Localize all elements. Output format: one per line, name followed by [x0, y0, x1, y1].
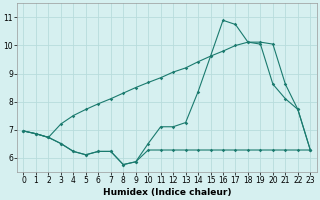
X-axis label: Humidex (Indice chaleur): Humidex (Indice chaleur) [103, 188, 231, 197]
